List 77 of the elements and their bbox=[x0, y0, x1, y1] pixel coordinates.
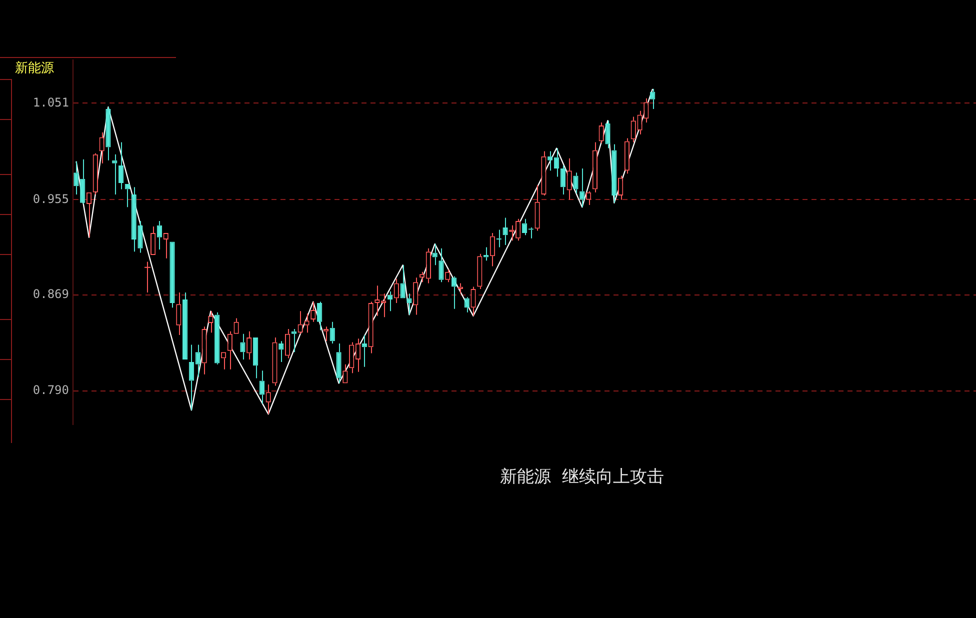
candlestick bbox=[278, 340, 284, 362]
candlestick bbox=[624, 138, 630, 174]
candlestick bbox=[598, 122, 604, 144]
candlestick bbox=[291, 328, 297, 353]
candlestick bbox=[470, 286, 476, 316]
candlestick bbox=[310, 301, 316, 322]
candlestick bbox=[99, 132, 104, 164]
text: 新能源 继续向上攻击 bbox=[500, 466, 664, 488]
candlestick bbox=[541, 150, 546, 196]
candlestick bbox=[336, 343, 342, 384]
candlestick bbox=[406, 293, 412, 316]
candlestick bbox=[150, 226, 156, 256]
candlestick bbox=[74, 160, 79, 195]
candlestick bbox=[438, 248, 444, 283]
candlestick bbox=[612, 144, 617, 204]
candlestick bbox=[323, 326, 329, 342]
candlestick bbox=[284, 328, 290, 359]
candlestick bbox=[124, 184, 130, 208]
candlestick bbox=[86, 192, 92, 238]
y-tick-label: 0.869 bbox=[32, 286, 69, 301]
candlestick bbox=[330, 321, 335, 344]
candlestick bbox=[592, 142, 598, 193]
candlestick bbox=[637, 110, 642, 135]
candlestick bbox=[502, 217, 508, 246]
candlestick bbox=[234, 318, 239, 334]
candlestick bbox=[272, 336, 278, 386]
y-tick-label: 1.051 bbox=[32, 95, 69, 110]
candlestick bbox=[534, 184, 540, 232]
candlestick bbox=[630, 116, 636, 143]
candlestick bbox=[342, 364, 348, 384]
candlestick bbox=[400, 264, 406, 298]
candlestick bbox=[560, 164, 566, 195]
candlestick bbox=[176, 292, 182, 336]
chart-title: 新能源 bbox=[15, 60, 54, 77]
candlestick bbox=[413, 277, 418, 316]
candlestick bbox=[170, 242, 175, 308]
candlestick bbox=[156, 220, 162, 250]
candlestick bbox=[214, 312, 220, 365]
candlestick bbox=[182, 292, 188, 360]
candlestick bbox=[458, 282, 464, 294]
candlestick bbox=[650, 88, 656, 110]
candlestick bbox=[394, 278, 399, 304]
candlestick bbox=[451, 276, 457, 310]
candlestick bbox=[573, 172, 578, 194]
y-tick-label: 0.955 bbox=[32, 192, 69, 206]
candlestick bbox=[368, 301, 374, 354]
candlestick bbox=[80, 158, 86, 204]
candlestick bbox=[144, 261, 151, 293]
candlestick bbox=[202, 326, 207, 375]
candlestick bbox=[484, 246, 489, 262]
candlestick bbox=[477, 253, 482, 290]
candlestick bbox=[252, 337, 258, 379]
candlestick bbox=[381, 293, 386, 318]
candlestick bbox=[112, 154, 118, 195]
candlestick bbox=[227, 330, 232, 370]
candlestick bbox=[118, 142, 124, 190]
candlestick bbox=[509, 224, 514, 242]
candlestick bbox=[131, 186, 136, 252]
candlestick bbox=[464, 296, 470, 313]
y-tick-label: 0.790 bbox=[32, 383, 69, 397]
candlestick bbox=[490, 232, 496, 267]
candlestick bbox=[644, 98, 649, 124]
candlestick bbox=[246, 330, 252, 360]
candlestick bbox=[317, 301, 322, 331]
candlestick bbox=[259, 370, 264, 404]
candlestick bbox=[432, 243, 438, 266]
candlestick bbox=[304, 313, 310, 334]
candlestick bbox=[516, 218, 521, 242]
candlestick bbox=[240, 333, 246, 360]
candlestick bbox=[106, 106, 111, 161]
candlestick bbox=[266, 384, 271, 415]
candlestick bbox=[580, 168, 585, 208]
candlestick bbox=[618, 175, 624, 200]
candlestick bbox=[605, 120, 610, 149]
candlestick bbox=[138, 220, 143, 254]
candlestick bbox=[566, 158, 572, 200]
candlestick bbox=[92, 152, 98, 195]
